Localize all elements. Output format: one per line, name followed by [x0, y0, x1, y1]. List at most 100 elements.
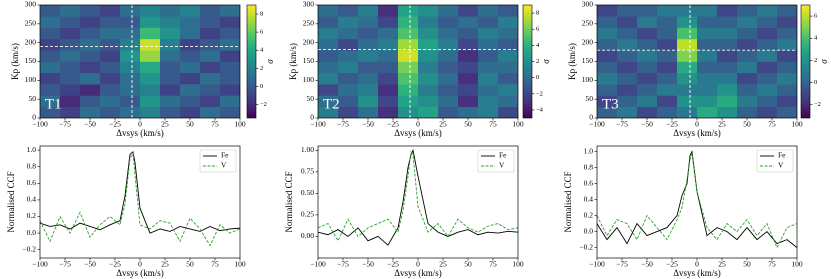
plot-area [40, 150, 240, 247]
y-tick-label: 0.0 [584, 226, 594, 235]
x-tick-label: −50 [641, 120, 653, 129]
heat-cell [160, 50, 181, 62]
heat-cell [318, 16, 339, 28]
heat-cell [677, 84, 698, 96]
heat-cell [717, 72, 738, 85]
heat-cell [637, 95, 658, 107]
heat-cell [498, 38, 518, 51]
heat-cell [458, 106, 479, 118]
heat-cell [498, 61, 518, 74]
heat-cell [677, 95, 698, 107]
x-axis-label: Δvsys (km/s) [116, 268, 164, 278]
heat-cell [398, 72, 419, 85]
heat-cell [140, 27, 161, 40]
heat-cell [220, 27, 240, 40]
heat-cell [657, 72, 678, 85]
heat-cell [318, 27, 339, 40]
panel-label: T1 [45, 96, 62, 112]
heat-cell [717, 106, 738, 118]
colorbar [246, 4, 257, 119]
heat-cell [478, 61, 499, 74]
heat-cell [318, 95, 339, 107]
heat-cell [140, 16, 161, 28]
heat-cell [60, 84, 81, 96]
colorbar-tick-label: 8 [536, 10, 539, 17]
heat-cell [180, 27, 201, 40]
heat-cell [498, 106, 518, 118]
x-tick-label: 75 [489, 120, 497, 129]
heat-cell [220, 38, 240, 51]
heat-cell [160, 61, 181, 74]
heat-cell [398, 61, 419, 74]
heat-cell [200, 50, 221, 62]
heat-cell [180, 72, 201, 85]
heat-cell [777, 16, 797, 28]
heat-cell [398, 50, 419, 62]
heat-cell [60, 106, 81, 118]
y-tick-label: 0.2 [27, 211, 37, 220]
heat-cell [478, 5, 499, 17]
heat-cell [80, 50, 101, 62]
plot-area [40, 5, 240, 118]
legend-box [756, 149, 794, 173]
heat-cell [200, 95, 221, 107]
heat-cell [358, 50, 379, 62]
heat-cell [80, 16, 101, 28]
heat-cell [220, 106, 240, 118]
heat-cell [318, 61, 339, 74]
legend-box [199, 149, 237, 173]
heat-cell [697, 95, 718, 107]
heat-cell [398, 16, 419, 28]
x-tick-label: −50 [641, 260, 653, 269]
x-tick-label: 75 [211, 120, 219, 129]
ccf-line [318, 150, 518, 242]
heat-cell [498, 72, 518, 85]
heat-cell [757, 5, 778, 17]
colorbar-tick-label: 0 [814, 79, 817, 86]
heat-cell [60, 61, 81, 74]
heat-cell [597, 72, 618, 85]
heat-cell [60, 5, 81, 17]
heat-cell [338, 84, 359, 96]
heat-cell [597, 27, 618, 40]
heat-cell [717, 95, 738, 107]
heat-cell [657, 5, 678, 17]
heat-cell [80, 27, 101, 40]
heat-cell [160, 16, 181, 28]
x-axis-label: Δvsys (km/s) [673, 268, 721, 278]
heat-cell [717, 27, 738, 40]
heat-cell [697, 106, 718, 118]
heat-cell [458, 38, 479, 51]
heat-cell [478, 27, 499, 40]
heat-cell [120, 72, 141, 85]
panel-label: T3 [602, 96, 619, 112]
heat-cell [458, 27, 479, 40]
heat-cell [498, 16, 518, 28]
heat-cell [478, 72, 499, 85]
y-tick-label: 250 [25, 19, 37, 28]
heat-cell [120, 16, 141, 28]
heat-cell [60, 16, 81, 28]
heat-cell [458, 95, 479, 107]
heat-cell [677, 16, 698, 28]
heat-cell [418, 106, 439, 118]
heat-cell [418, 5, 439, 17]
heat-cell [458, 16, 479, 28]
heat-cell [398, 106, 419, 118]
x-tick-label: −75 [59, 260, 71, 269]
heat-cell [100, 72, 121, 85]
y-axis-label: Normalised CCF [284, 171, 294, 232]
heat-cell [418, 38, 439, 51]
heat-cell [717, 50, 738, 62]
heat-cell [617, 95, 638, 107]
heat-cell [438, 16, 459, 28]
heat-cell [677, 106, 698, 118]
heat-cell [160, 106, 181, 118]
heat-cell [657, 50, 678, 62]
heat-cell [418, 84, 439, 96]
heat-cell [438, 5, 459, 17]
heat-cell [458, 50, 479, 62]
x-tick-label: −75 [59, 120, 71, 129]
legend-label: V [221, 161, 227, 170]
